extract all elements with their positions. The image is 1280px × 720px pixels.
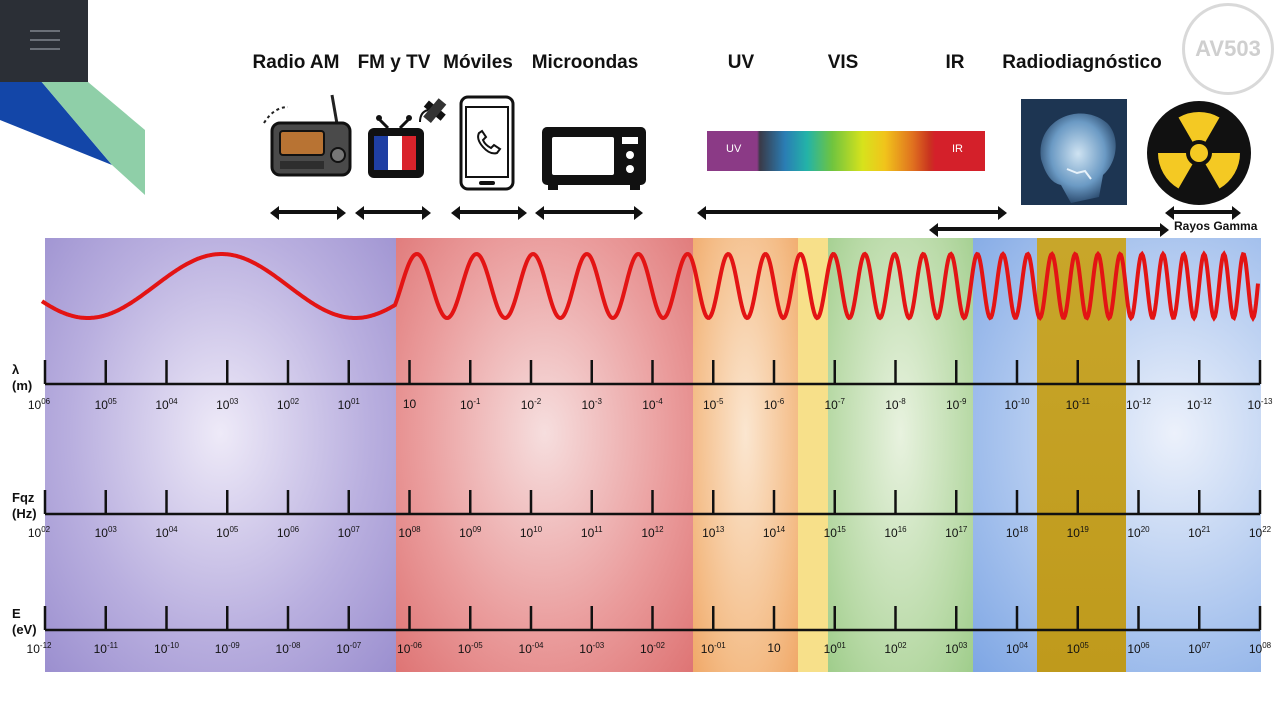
wavelength-tick-label: 10-4: [642, 397, 663, 412]
wave-curve: [40, 250, 1260, 322]
frequency-tick-label: 1014: [762, 525, 786, 540]
frequency-tick-label: 1002: [27, 525, 51, 540]
wavelength-tick-label: 10-2: [520, 397, 542, 412]
wavelength-tick-label: 1006: [27, 397, 51, 412]
wavelength-tick-label: 10-12: [1126, 397, 1151, 412]
label-microondas: Microondas: [531, 52, 639, 73]
region-microwave: [396, 238, 693, 672]
range-arrow-radio-am: [270, 206, 346, 220]
label-moviles: Móviles: [443, 52, 513, 73]
energy-tick-label: 10-08: [275, 641, 301, 656]
wavelength-tick-label: 1005: [94, 397, 117, 412]
spectrum-uv-label: UV: [726, 143, 742, 155]
wavelength-tick-label: 10: [402, 397, 417, 411]
wavelength-tick-label: 10-9: [946, 397, 967, 412]
channel-badge: AV503: [1182, 3, 1274, 95]
frequency-tick-label: 1018: [1005, 525, 1029, 540]
wavelength-tick-label: 1004: [155, 397, 178, 412]
energy-tick-label: 10: [767, 641, 781, 655]
frequency-tick-label: 1013: [702, 525, 725, 540]
frequency-tick-label: 1021: [1188, 525, 1211, 540]
wavelength-tick-label: 1003: [216, 397, 239, 412]
radiation-icon: [1147, 101, 1251, 205]
energy-tick-label: 10-07: [336, 641, 362, 656]
visible-spectrum-bar: UV IR: [707, 131, 985, 171]
spectrum-band: [45, 238, 1261, 672]
frequency-tick-label: 1008: [398, 525, 421, 540]
frequency-tick-label: 1012: [641, 525, 664, 540]
axis-name-energy: E (eV): [12, 606, 37, 637]
wavelength-tick-label: 10-1: [460, 397, 481, 412]
label-radio-am: Radio AM: [252, 52, 340, 73]
energy-tick-label: 1008: [1248, 641, 1272, 656]
wavelength-tick-label: 10-12: [1186, 397, 1212, 412]
label-vis: VIS: [827, 52, 859, 73]
frequency-tick-label: 1019: [1066, 525, 1089, 540]
wavelength-tick-label: 10-10: [1004, 397, 1030, 412]
frequency-tick-label: 1009: [459, 525, 482, 540]
frequency-tick-label: 1003: [94, 525, 117, 540]
spectrum-ir-label: IR: [952, 143, 963, 155]
frequency-tick-label: 1015: [823, 525, 846, 540]
microwave-icon: [542, 127, 646, 190]
label-ir: IR: [945, 52, 965, 73]
wavelength-tick-label: 1002: [276, 397, 300, 412]
frequency-tick-label: 1007: [337, 525, 360, 540]
energy-tick-label: 10-05: [457, 641, 483, 656]
frequency-tick-label: 1020: [1127, 525, 1150, 540]
axis-name-frequency: Fqz (Hz): [12, 490, 37, 521]
label-fm-tv: FM y TV: [357, 52, 431, 73]
tv-icon: [368, 98, 447, 178]
energy-tick-label: 1003: [945, 641, 968, 656]
range-arrow-moviles: [451, 206, 527, 220]
frequency-tick-label: 1017: [945, 525, 968, 540]
energy-tick-label: 10-10: [154, 641, 179, 656]
menu-button[interactable]: [0, 0, 88, 82]
wavelength-tick-label: 10-13: [1247, 397, 1273, 412]
energy-tick-label: 10-12: [26, 641, 52, 656]
frequency-tick-label: 1022: [1248, 525, 1272, 540]
energy-tick-label: 1004: [1005, 641, 1029, 656]
wavelength-tick-label: 10-11: [1065, 397, 1090, 412]
frequency-tick-label: 1006: [276, 525, 300, 540]
frequency-tick-label: 1004: [155, 525, 178, 540]
axis-name-wavelength: λ (m): [12, 362, 33, 393]
frequency-tick-label: 1010: [519, 525, 543, 540]
label-uv: UV: [727, 52, 755, 73]
wavelength-tick-label: 10-5: [703, 397, 724, 412]
energy-tick-label: 1001: [823, 641, 846, 656]
energy-tick-label: 10-03: [579, 641, 605, 656]
energy-tick-label: 10-01: [700, 641, 726, 656]
range-arrow-gamma: [1165, 206, 1241, 220]
wavelength-tick-label: 10-3: [581, 397, 602, 412]
wavelength-tick-label: 10-7: [824, 397, 845, 412]
corner-decoration: [0, 55, 145, 195]
label-radiodiagnostico: Radiodiagnóstico: [1002, 52, 1162, 73]
energy-tick-label: 1005: [1066, 641, 1089, 656]
energy-tick-label: 1002: [884, 641, 907, 656]
energy-tick-label: 10-06: [397, 641, 422, 656]
range-arrow-uv-vis-ir: [697, 206, 1007, 220]
range-arrow-microondas: [535, 206, 643, 220]
energy-tick-label: 10-09: [214, 641, 240, 656]
wavelength-tick-label: 10-8: [885, 397, 906, 412]
range-arrow-fm-tv: [355, 206, 431, 220]
energy-tick-label: 1006: [1127, 641, 1150, 656]
region-radio: [45, 238, 396, 672]
mobile-phone-icon: [459, 95, 515, 191]
energy-tick-label: 10-11: [93, 641, 118, 656]
energy-tick-label: 10-02: [640, 641, 665, 656]
range-arrow-radiodiagnostico: [929, 223, 1169, 237]
wavelength-tick-label: 10-6: [763, 397, 785, 412]
energy-tick-label: 1007: [1188, 641, 1211, 656]
radio-icon: [263, 94, 352, 177]
frequency-tick-label: 1005: [216, 525, 239, 540]
energy-tick-label: 10-04: [518, 641, 544, 656]
frequency-tick-label: 1016: [884, 525, 907, 540]
xray-skull-image: [1021, 99, 1127, 205]
label-rayos-gamma: Rayos Gamma: [1174, 219, 1258, 233]
wavelength-tick-label: 1001: [337, 397, 360, 412]
frequency-tick-label: 1011: [580, 525, 603, 540]
